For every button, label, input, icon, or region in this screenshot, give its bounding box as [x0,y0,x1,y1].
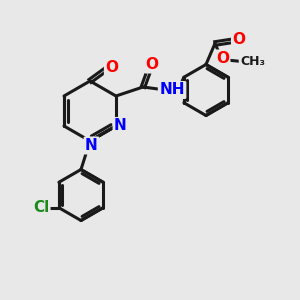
Text: N: N [85,138,98,153]
Text: NH: NH [159,82,185,98]
Text: O: O [146,57,158,72]
Text: O: O [232,32,245,46]
Text: O: O [105,60,119,75]
Text: Cl: Cl [33,200,49,215]
Text: CH₃: CH₃ [240,55,265,68]
Text: O: O [216,51,229,66]
Text: N: N [114,118,127,134]
